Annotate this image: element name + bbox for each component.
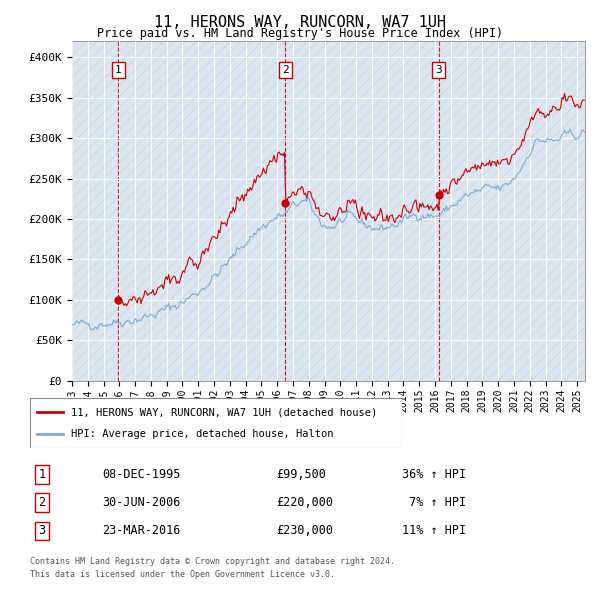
- Text: 11, HERONS WAY, RUNCORN, WA7 1UH (detached house): 11, HERONS WAY, RUNCORN, WA7 1UH (detach…: [71, 407, 377, 417]
- Text: 30-JUN-2006: 30-JUN-2006: [102, 496, 181, 509]
- Text: 23-MAR-2016: 23-MAR-2016: [102, 525, 181, 537]
- Text: £230,000: £230,000: [276, 525, 333, 537]
- Text: 08-DEC-1995: 08-DEC-1995: [102, 468, 181, 481]
- Text: 2: 2: [282, 65, 289, 75]
- Text: 7% ↑ HPI: 7% ↑ HPI: [402, 496, 466, 509]
- Text: 1: 1: [38, 468, 46, 481]
- Text: 1: 1: [115, 65, 121, 75]
- Text: £99,500: £99,500: [276, 468, 326, 481]
- Text: HPI: Average price, detached house, Halton: HPI: Average price, detached house, Halt…: [71, 430, 334, 440]
- Text: This data is licensed under the Open Government Licence v3.0.: This data is licensed under the Open Gov…: [30, 571, 335, 579]
- Text: 3: 3: [435, 65, 442, 75]
- Text: £220,000: £220,000: [276, 496, 333, 509]
- Text: Price paid vs. HM Land Registry's House Price Index (HPI): Price paid vs. HM Land Registry's House …: [97, 27, 503, 40]
- Text: 11, HERONS WAY, RUNCORN, WA7 1UH: 11, HERONS WAY, RUNCORN, WA7 1UH: [154, 15, 446, 30]
- Text: 36% ↑ HPI: 36% ↑ HPI: [402, 468, 466, 481]
- Text: 11% ↑ HPI: 11% ↑ HPI: [402, 525, 466, 537]
- Text: 2: 2: [38, 496, 46, 509]
- FancyBboxPatch shape: [30, 398, 402, 448]
- Text: 3: 3: [38, 525, 46, 537]
- Text: Contains HM Land Registry data © Crown copyright and database right 2024.: Contains HM Land Registry data © Crown c…: [30, 558, 395, 566]
